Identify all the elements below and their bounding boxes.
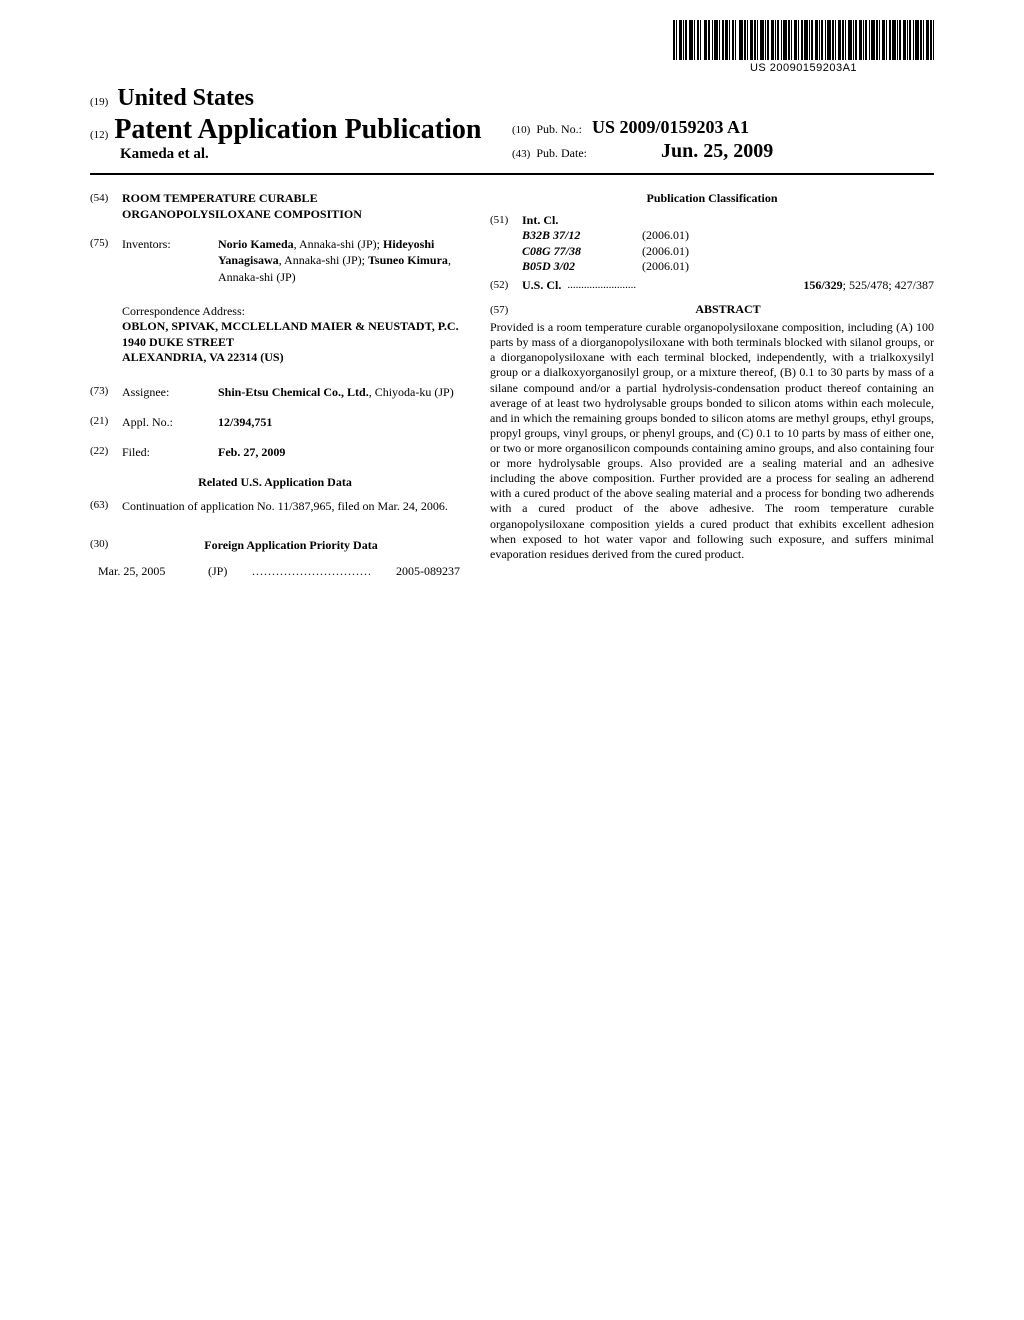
country-num: (19) [90, 96, 108, 108]
correspondence-block: Correspondence Address: OBLON, SPIVAK, M… [122, 303, 460, 366]
foreign-app-no: 2005-089237 [370, 563, 460, 579]
pub-class-heading: Publication Classification [490, 191, 934, 207]
correspondence-label: Correspondence Address: [122, 303, 460, 319]
intcl-row: (51) Int. Cl. [490, 213, 934, 229]
continuation-text: Continuation of application No. 11/387,9… [122, 498, 460, 514]
ipc-row-3: B05D 3/02 (2006.01) [522, 259, 934, 275]
uscl-rest: ; 525/478; 427/387 [843, 278, 934, 292]
foreign-dots: ................................ [252, 563, 370, 579]
related-heading: Related U.S. Application Data [90, 474, 460, 490]
inventors-num: (75) [90, 236, 122, 285]
ipc3-code: B05D 3/02 [522, 259, 642, 275]
title-row: (54) ROOM TEMPERATURE CURABLE ORGANOPOLY… [90, 191, 460, 222]
assignee-row: (73) Assignee: Shin-Etsu Chemical Co., L… [90, 384, 460, 400]
pub-type-num: (12) [90, 129, 108, 141]
appl-no-row: (21) Appl. No.: 12/394,751 [90, 414, 460, 430]
correspondence-line3: ALEXANDRIA, VA 22314 (US) [122, 350, 460, 366]
foreign-country: (JP) [208, 563, 252, 579]
title-value: ROOM TEMPERATURE CURABLE ORGANOPOLYSILOX… [122, 191, 460, 222]
uscl-codes: 156/329; 525/478; 427/387 [803, 278, 934, 294]
uscl-row: (52) U.S. Cl. ......................... … [490, 278, 934, 294]
ipc1-year: (2006.01) [642, 228, 689, 244]
filed-value: Feb. 27, 2009 [218, 444, 460, 460]
pub-no-text: Pub. No.: [536, 122, 582, 137]
pub-date-num: (43) [512, 148, 530, 160]
appl-num: (21) [90, 414, 122, 430]
ipc3-year: (2006.01) [642, 259, 689, 275]
barcode-number: US 20090159203A1 [673, 62, 934, 74]
assignee-label: Assignee: [122, 384, 218, 400]
abstract-text: Provided is a room temperature curable o… [490, 320, 934, 562]
assignee-name: Shin-Etsu Chemical Co., Ltd. [218, 385, 369, 399]
continuation-row: (63) Continuation of application No. 11/… [90, 498, 460, 514]
foreign-heading: Foreign Application Priority Data [122, 537, 460, 553]
two-column-body: (54) ROOM TEMPERATURE CURABLE ORGANOPOLY… [90, 191, 934, 579]
inventors-row: (75) Inventors: Norio Kameda, Annaka-shi… [90, 236, 460, 285]
correspondence-line1: OBLON, SPIVAK, MCCLELLAND MAIER & NEUSTA… [122, 319, 460, 335]
pub-no-num: (10) [512, 124, 530, 136]
filed-num: (22) [90, 444, 122, 460]
country-line: (19) United States [90, 85, 934, 112]
intcl-num: (51) [490, 213, 522, 229]
title-num: (54) [90, 191, 122, 222]
inventors-label: Inventors: [122, 236, 218, 285]
horizontal-divider [90, 173, 934, 175]
barcode [673, 20, 934, 60]
foreign-date: Mar. 25, 2005 [98, 563, 208, 579]
pub-type: Patent Application Publication [114, 114, 481, 146]
ipc1-code: B32B 37/12 [522, 228, 642, 244]
appl-label: Appl. No.: [122, 414, 218, 430]
abstract-heading: ABSTRACT [522, 302, 934, 318]
filed-row: (22) Filed: Feb. 27, 2009 [90, 444, 460, 460]
uscl-num: (52) [490, 278, 522, 294]
ipc2-code: C08G 77/38 [522, 244, 642, 260]
right-column: Publication Classification (51) Int. Cl.… [490, 191, 934, 579]
ipc-row-1: B32B 37/12 (2006.01) [522, 228, 934, 244]
inventor3-name: Tsuneo Kimura [368, 253, 448, 267]
filed-label: Filed: [122, 444, 218, 460]
inventor1-name: Norio Kameda [218, 237, 294, 251]
inventor1-loc: , Annaka-shi (JP); [294, 237, 380, 251]
pub-no: US 2009/0159203 A1 [592, 117, 749, 138]
ipc-row-2: C08G 77/38 (2006.01) [522, 244, 934, 260]
abstract-num: (57) [490, 303, 522, 317]
inventor2-loc: , Annaka-shi (JP); [279, 253, 365, 267]
appl-value: 12/394,751 [218, 414, 460, 430]
country-name: United States [117, 85, 254, 111]
foreign-num: (30) [90, 537, 122, 553]
pub-date: Jun. 25, 2009 [661, 140, 773, 163]
barcode-area: US 20090159203A1 [673, 20, 934, 74]
uscl-label: U.S. Cl. [522, 278, 561, 294]
uscl-first: 156/329 [803, 278, 842, 292]
ipc2-year: (2006.01) [642, 244, 689, 260]
pub-date-text: Pub. Date: [536, 146, 587, 161]
assignee-value: Shin-Etsu Chemical Co., Ltd., Chiyoda-ku… [218, 384, 460, 400]
correspondence-line2: 1940 DUKE STREET [122, 335, 460, 351]
foreign-priority-row: Mar. 25, 2005 (JP) .....................… [98, 563, 460, 579]
foreign-heading-row: (30) Foreign Application Priority Data [90, 537, 460, 553]
assignee-loc: , Chiyoda-ku (JP) [369, 385, 454, 399]
intcl-label: Int. Cl. [522, 213, 558, 229]
inventors-value: Norio Kameda, Annaka-shi (JP); Hideyoshi… [218, 236, 460, 285]
assignee-num: (73) [90, 384, 122, 400]
left-column: (54) ROOM TEMPERATURE CURABLE ORGANOPOLY… [90, 191, 460, 579]
continuation-num: (63) [90, 498, 122, 514]
right-header: (10) Pub. No.: US 2009/0159203 A1 (43) P… [512, 117, 773, 165]
uscl-dots: ......................... [567, 278, 803, 294]
